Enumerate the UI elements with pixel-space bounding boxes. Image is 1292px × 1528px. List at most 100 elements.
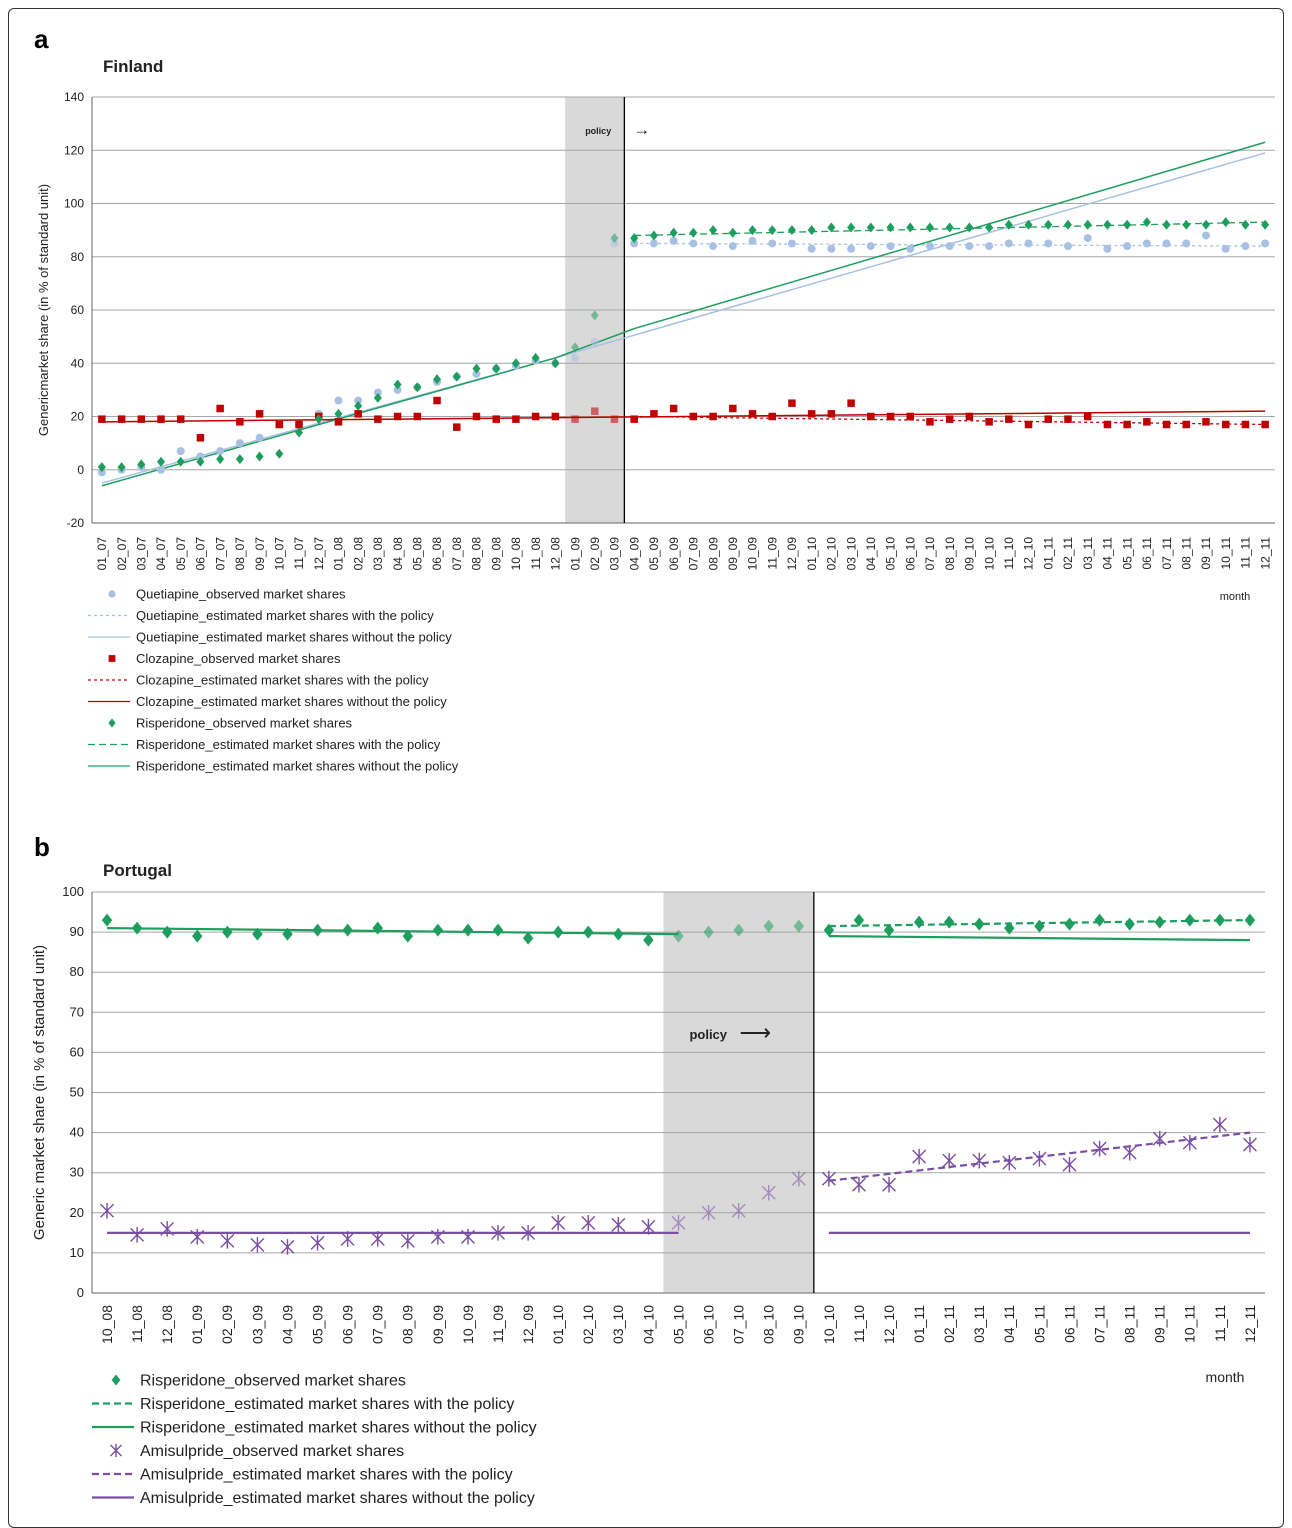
data-point bbox=[1094, 913, 1105, 927]
x-tick-label: 06_10 bbox=[700, 1305, 716, 1344]
x-tick-label: 05_08 bbox=[411, 537, 425, 571]
data-point bbox=[222, 925, 233, 939]
data-point bbox=[610, 415, 619, 423]
x-tick-label: 07_10 bbox=[731, 1305, 747, 1344]
data-point bbox=[196, 452, 205, 461]
data-point bbox=[906, 412, 914, 421]
data-point bbox=[101, 913, 113, 927]
x-tick-label: 10_09 bbox=[460, 1305, 476, 1344]
y-tick-label: 60 bbox=[70, 1044, 84, 1059]
data-point bbox=[340, 1231, 355, 1247]
legend-marker bbox=[108, 718, 116, 728]
data-point bbox=[374, 415, 382, 423]
data-point bbox=[1162, 219, 1171, 230]
x-tick-label: 01_11 bbox=[911, 1305, 927, 1343]
data-point bbox=[641, 1219, 656, 1235]
data-point bbox=[1244, 913, 1256, 927]
data-point bbox=[314, 414, 323, 425]
data-point bbox=[373, 388, 382, 397]
data-point bbox=[649, 239, 658, 248]
y-axis-label: Genericmarket share (in % of standard un… bbox=[36, 184, 51, 436]
data-point bbox=[131, 921, 143, 935]
y-tick-label: 80 bbox=[70, 964, 84, 979]
data-point bbox=[370, 1231, 385, 1247]
data-point bbox=[192, 929, 203, 943]
x-tick-label: 01_07 bbox=[95, 537, 109, 571]
data-point bbox=[1123, 219, 1132, 230]
data-point bbox=[985, 222, 994, 233]
data-point bbox=[689, 412, 698, 421]
data-point bbox=[821, 1170, 836, 1187]
x-tick-label: 11_09 bbox=[765, 537, 779, 570]
data-point bbox=[334, 418, 343, 426]
data-point bbox=[851, 1176, 866, 1193]
data-point bbox=[787, 239, 796, 248]
x-tick-label: 12_09 bbox=[520, 1305, 536, 1344]
y-tick-label: 60 bbox=[71, 303, 85, 317]
x-tick-label: 09_09 bbox=[726, 537, 740, 571]
data-point bbox=[728, 242, 737, 251]
data-point bbox=[649, 230, 658, 241]
data-point bbox=[1184, 913, 1196, 927]
legend-label: Amisulpride_estimated market shares with… bbox=[140, 1467, 513, 1484]
x-tick-label: 04_11 bbox=[1001, 1305, 1017, 1343]
data-point bbox=[1182, 1134, 1197, 1151]
data-point bbox=[827, 244, 836, 253]
x-tick-label: 02_10 bbox=[825, 537, 839, 571]
x-tick-label: 07_09 bbox=[370, 1305, 386, 1344]
x-tick-label: 04_10 bbox=[864, 537, 878, 571]
data-point bbox=[1064, 415, 1072, 423]
data-point bbox=[1044, 219, 1053, 230]
data-point bbox=[748, 236, 757, 245]
x-tick-label: 06_08 bbox=[430, 537, 444, 571]
x-tick-label: 07_10 bbox=[923, 537, 937, 571]
data-point bbox=[1024, 239, 1033, 248]
x-tick-label: 02_09 bbox=[219, 1305, 235, 1344]
data-point bbox=[671, 1215, 686, 1231]
data-point bbox=[310, 1235, 325, 1251]
data-point bbox=[669, 404, 678, 413]
data-point bbox=[1032, 1150, 1047, 1167]
data-point bbox=[161, 925, 173, 939]
legend-marker bbox=[108, 590, 116, 598]
x-tick-label: 04_10 bbox=[640, 1305, 656, 1344]
data-point bbox=[974, 917, 985, 931]
x-tick-label: 03_08 bbox=[371, 537, 385, 571]
x-tick-label: 11_10 bbox=[851, 1305, 867, 1343]
data-point bbox=[945, 222, 954, 233]
legend-label: Risperidone_estimated market shares with… bbox=[136, 737, 441, 752]
y-tick-label: 20 bbox=[70, 1205, 84, 1220]
data-point bbox=[255, 433, 264, 442]
data-point bbox=[393, 385, 402, 394]
data-point bbox=[334, 396, 343, 405]
data-point bbox=[462, 923, 474, 937]
x-tick-label: 03_11 bbox=[971, 1305, 987, 1343]
y-tick-label: 30 bbox=[70, 1165, 84, 1180]
x-tick-label: 02_10 bbox=[580, 1305, 596, 1344]
data-point bbox=[689, 239, 698, 248]
data-point bbox=[886, 222, 895, 233]
data-point bbox=[1103, 420, 1112, 429]
x-tick-label: 12_11 bbox=[1258, 537, 1272, 570]
data-point bbox=[883, 923, 895, 937]
data-point bbox=[768, 412, 776, 421]
data-point bbox=[413, 382, 422, 393]
data-point bbox=[768, 225, 777, 236]
data-point bbox=[433, 374, 442, 385]
data-point bbox=[590, 337, 599, 346]
data-point bbox=[551, 1215, 566, 1231]
data-point bbox=[731, 1202, 746, 1219]
data-point bbox=[117, 462, 126, 473]
x-tick-label: 10_08 bbox=[509, 537, 523, 571]
data-point bbox=[275, 448, 284, 459]
data-point bbox=[807, 244, 816, 253]
x-tick-label: 02_11 bbox=[941, 1305, 957, 1343]
data-point bbox=[965, 222, 974, 233]
data-point bbox=[926, 418, 934, 426]
y-tick-label: 40 bbox=[71, 356, 85, 370]
x-tick-label: 09_08 bbox=[489, 537, 503, 571]
data-point bbox=[312, 923, 323, 937]
policy-arrow: → bbox=[633, 120, 650, 139]
data-point bbox=[1122, 1144, 1137, 1161]
data-point bbox=[1242, 1136, 1257, 1153]
